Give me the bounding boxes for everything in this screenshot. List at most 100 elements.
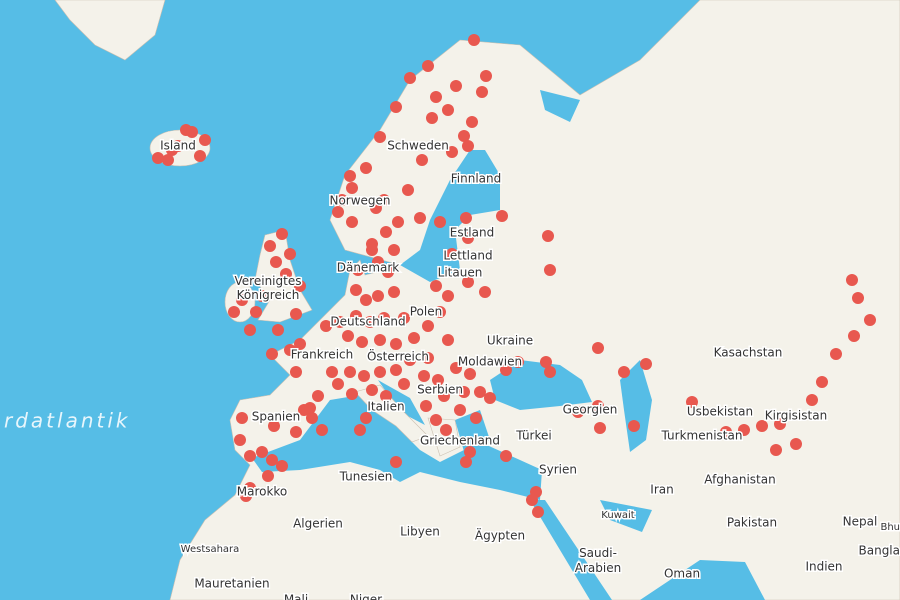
location-dot xyxy=(806,394,818,406)
location-dot xyxy=(350,284,362,296)
location-dot xyxy=(256,290,268,302)
country-label: Schweden xyxy=(387,139,449,153)
location-dot xyxy=(352,264,364,276)
caspian-sea xyxy=(620,360,652,452)
location-dot xyxy=(852,292,864,304)
location-dot xyxy=(466,116,478,128)
location-dot xyxy=(816,376,828,388)
country-label: Niger xyxy=(350,593,382,600)
country-label: Libyen xyxy=(400,525,440,539)
country-label: Bangla xyxy=(859,544,900,558)
location-dot xyxy=(430,91,442,103)
location-dot xyxy=(264,240,276,252)
location-dot xyxy=(244,324,256,336)
country-label: Norwegen xyxy=(329,194,390,208)
location-dot xyxy=(350,310,362,322)
location-dot xyxy=(774,418,786,430)
location-dot xyxy=(366,244,378,256)
location-dot xyxy=(284,344,296,356)
location-dot xyxy=(640,358,652,370)
location-dot xyxy=(438,390,450,402)
location-dot xyxy=(234,434,246,446)
country-label: Moldawien xyxy=(458,355,522,369)
location-dot xyxy=(460,456,472,468)
location-dot xyxy=(422,320,434,332)
location-dot xyxy=(416,154,428,166)
location-dot xyxy=(532,506,544,518)
location-dot xyxy=(442,334,454,346)
location-dot xyxy=(434,216,446,228)
location-dot xyxy=(458,386,470,398)
location-dot xyxy=(756,420,768,432)
location-dot xyxy=(272,324,284,336)
location-dot xyxy=(276,460,288,472)
location-dot xyxy=(460,212,472,224)
location-dot xyxy=(360,294,372,306)
location-dot xyxy=(346,216,358,228)
country-label: Mauretanien xyxy=(194,577,269,591)
country-label: Kuwait xyxy=(601,510,634,521)
location-dot xyxy=(360,162,372,174)
country-label: Pakistan xyxy=(727,516,777,530)
country-label: Dänemark xyxy=(337,261,400,275)
location-dot xyxy=(390,456,402,468)
location-dot xyxy=(342,330,354,342)
country-label: Iran xyxy=(650,483,673,497)
location-dot xyxy=(244,450,256,462)
location-dot xyxy=(388,286,400,298)
country-label: Frankreich xyxy=(291,348,353,362)
location-dot xyxy=(356,336,368,348)
country-label: Finnland xyxy=(451,172,501,186)
location-dot xyxy=(380,390,392,402)
location-dot xyxy=(398,312,410,324)
location-dot xyxy=(462,140,474,152)
location-dot xyxy=(372,256,384,268)
location-dot xyxy=(390,338,402,350)
location-dot xyxy=(378,312,390,324)
location-dot xyxy=(372,290,384,302)
location-dot xyxy=(770,444,782,456)
country-label: Tunesien xyxy=(339,470,393,484)
location-dot xyxy=(500,364,512,376)
location-dot xyxy=(374,334,386,346)
location-dot xyxy=(464,368,476,380)
location-dot xyxy=(450,80,462,92)
country-label: Ukraine xyxy=(487,334,533,348)
location-dot xyxy=(358,370,370,382)
location-dot xyxy=(454,404,466,416)
location-dot xyxy=(848,330,860,342)
location-dot xyxy=(186,126,198,138)
country-label: Oman xyxy=(664,567,700,581)
location-dot xyxy=(434,306,446,318)
location-dot xyxy=(470,412,482,424)
location-dot xyxy=(290,426,302,438)
italy xyxy=(354,384,429,443)
country-label: Afghanistan xyxy=(704,473,775,487)
location-dot xyxy=(414,212,426,224)
location-dot xyxy=(686,396,698,408)
location-dot xyxy=(152,152,164,164)
location-dot xyxy=(162,154,174,166)
red-sea xyxy=(530,500,612,600)
location-dot xyxy=(420,400,432,412)
location-dot xyxy=(280,268,292,280)
location-dot xyxy=(306,412,318,424)
country-label: Nepal xyxy=(843,515,878,529)
location-dot xyxy=(366,384,378,396)
location-dot xyxy=(480,70,492,82)
location-dot xyxy=(442,104,454,116)
country-label: Syrien xyxy=(539,463,577,477)
location-dot xyxy=(326,366,338,378)
location-dot xyxy=(544,366,556,378)
ocean-label: rdatlantik xyxy=(4,409,130,433)
location-dot xyxy=(370,202,382,214)
location-dot xyxy=(432,374,444,386)
location-dot xyxy=(468,34,480,46)
country-label: Serbien xyxy=(417,383,463,397)
location-dot xyxy=(430,414,442,426)
location-dot xyxy=(542,230,554,242)
location-dot xyxy=(294,338,306,350)
location-dot xyxy=(592,400,604,412)
location-dot xyxy=(250,306,262,318)
persian-gulf xyxy=(600,500,652,532)
